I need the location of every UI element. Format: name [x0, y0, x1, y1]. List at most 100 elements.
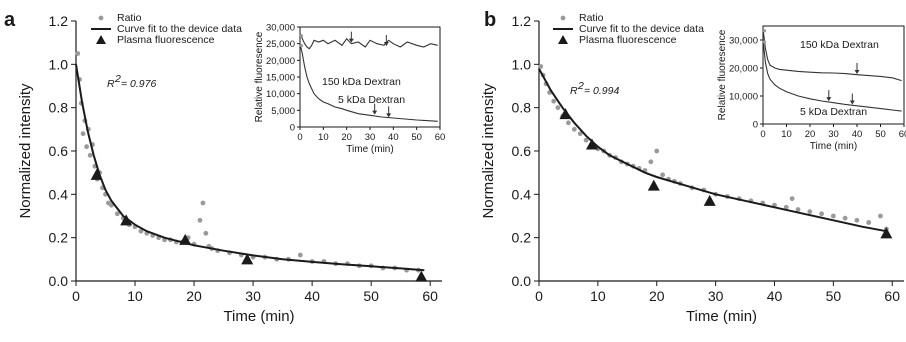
legend-label: Ratio [579, 12, 604, 24]
ratio-point [583, 137, 589, 143]
x-tick-label: 20 [186, 288, 202, 304]
ratio-point [577, 131, 583, 137]
x-tick-label: 20 [649, 288, 665, 304]
plasma-triangle [880, 227, 893, 239]
plasma-triangle [120, 214, 133, 226]
y-tick-label: 0.0 [512, 273, 532, 289]
inset-arrowhead [849, 100, 855, 105]
inset-y-tick-label: 0 [290, 123, 295, 134]
x-tick-label: 30 [708, 288, 724, 304]
y-tick-label: 1.2 [512, 13, 532, 29]
inset-arrowhead [386, 113, 392, 118]
inset-trace-150kda [762, 28, 902, 82]
ratio-point [866, 220, 872, 225]
ratio-point [648, 159, 654, 165]
inset-trace-5kda [762, 39, 902, 112]
x-tick-label: 10 [590, 288, 606, 304]
inset-x-tick-label: 60 [899, 129, 906, 140]
inset-y-tick-label: 20,000 [729, 64, 758, 75]
fit-curve [75, 64, 425, 272]
inset-annotation: 5 kDa Dextran [800, 106, 867, 118]
inset-x-axis-title: Time (min) [810, 141, 857, 152]
inset-arrowhead [383, 42, 389, 46]
inset-y-tick-label: 10,000 [729, 92, 758, 103]
inset-x-tick-label: 0 [297, 132, 302, 143]
x-tick-label: 40 [304, 288, 320, 304]
plasma-triangle [559, 108, 572, 120]
y-tick-label: 1.2 [49, 13, 69, 29]
inset-x-tick-label: 0 [760, 129, 765, 140]
ratio-point [566, 120, 571, 126]
ratio-point [789, 196, 795, 202]
inset-x-tick-label: 10 [318, 132, 329, 143]
legend-dot-marker [98, 15, 104, 21]
plasma-triangle [585, 138, 598, 150]
ratio-point [819, 211, 824, 217]
ratio-point [200, 200, 206, 206]
r-squared-superscript: 2 [577, 80, 584, 92]
ratio-point [795, 207, 801, 212]
ratio-point [84, 144, 90, 150]
panel-a: a0.00.20.40.60.81.01.20 10 20 30 40 50 60Time … [4, 9, 445, 325]
legend-dot-marker [560, 15, 566, 21]
x-tick-label: 40 [767, 288, 783, 304]
inset-trace-point [299, 44, 304, 48]
legend-label: Ratio [117, 12, 142, 24]
x-tick-label: 50 [826, 288, 842, 304]
panel-b: b0.00.20.40.60.81.01.20 10 20 30 40 50 60Time … [480, 9, 906, 325]
y-tick-label: 0.6 [49, 143, 69, 159]
x-tick-label: 0 [72, 288, 80, 304]
x-tick-label: 10 [127, 288, 143, 304]
fit-curve [538, 68, 887, 233]
ratio-point [660, 172, 666, 178]
x-axis-title: Time (min) [223, 308, 294, 325]
x-tick-label: 0 [535, 288, 543, 304]
inset-trace-point [762, 29, 767, 33]
inset-arrowhead [372, 110, 378, 115]
legend-triangle-marker [558, 35, 568, 44]
r-squared-value: = 0.976 [121, 78, 156, 90]
inset-x-tick-label: 60 [435, 132, 446, 143]
ratio-point [571, 126, 577, 132]
ratio-point [830, 213, 836, 219]
ratio-point [114, 211, 120, 217]
inset-y-tick-label: 30,000 [266, 23, 295, 34]
plasma-triangle [179, 233, 192, 245]
ratio-point [807, 209, 813, 215]
plasma-triangle [647, 179, 660, 191]
y-axis-title: Normalized intensity [480, 83, 497, 219]
ratio-point [783, 204, 789, 210]
inset-x-tick-label: 40 [388, 132, 399, 143]
inset-x-tick-label: 50 [875, 129, 886, 140]
legend-label: Plasma fluorescence [117, 34, 215, 46]
inset-trace-5kda [299, 43, 438, 122]
ratio-point [551, 98, 557, 104]
x-axis-title: Time (min) [686, 308, 757, 325]
ratio-point [842, 215, 848, 221]
y-tick-label: 0.6 [512, 143, 532, 159]
y-tick-label: 0.8 [49, 100, 69, 116]
ratio-point [75, 51, 81, 56]
inset-y-tick-label: 5,000 [271, 106, 295, 117]
y-tick-label: 0.4 [49, 186, 69, 202]
inset-x-tick-label: 20 [341, 132, 352, 143]
inset-x-axis-title: Time (min) [346, 144, 393, 155]
panel-letter: b [484, 9, 496, 31]
ratio-point [878, 213, 883, 219]
inset-y-tick-label: 25,000 [266, 39, 295, 50]
r-squared-value: = 0.994 [584, 85, 619, 97]
inset-y-tick-label: 0 [753, 120, 758, 131]
ratio-point [87, 152, 93, 158]
inset-y-tick-label: 20,000 [266, 56, 295, 67]
inset-y-axis-title: Relative fluoresence [717, 29, 728, 120]
ratio-point [538, 64, 544, 69]
inset-x-tick-label: 20 [805, 129, 816, 140]
inset-x-tick-label: 50 [411, 132, 422, 143]
inset-x-tick-label: 30 [365, 132, 376, 143]
inset-trace-point [299, 34, 304, 38]
plasma-triangle [703, 194, 716, 206]
x-tick-label: 60 [422, 288, 438, 304]
plasma-triangle [415, 270, 428, 282]
inset-arrowhead [348, 38, 354, 43]
